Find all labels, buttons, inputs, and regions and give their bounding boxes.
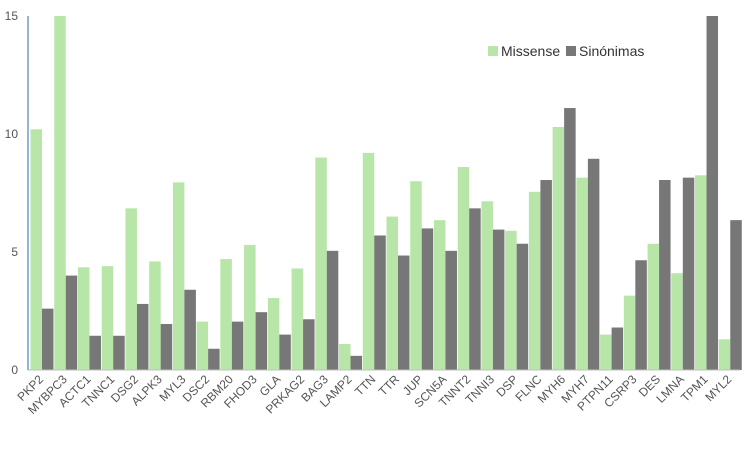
bar-sinonimas-lmna	[682, 177, 695, 370]
bar-missense-alpk3	[149, 261, 161, 370]
bar-missense-lmna	[671, 273, 683, 370]
x-tick-label-tpm1: TPM1	[678, 372, 711, 405]
bar-sinonimas-ptpn11	[611, 327, 624, 370]
bar-sinonimas-csrp3	[635, 260, 647, 370]
bar-missense-fhod3	[244, 244, 256, 370]
y-tick-label: 15	[5, 9, 19, 23]
bar-sinonimas-alpk3	[160, 323, 173, 370]
bar-missense-ptpn11	[600, 334, 612, 370]
bar-sinonimas-tpm1	[706, 16, 719, 370]
legend-swatch-sinonimas	[566, 46, 576, 56]
bar-missense-actc1	[77, 267, 90, 370]
bar-sinonimas-fhod3	[255, 312, 268, 370]
bar-missense-myh6	[552, 126, 565, 370]
bar-missense-mybpc3	[54, 16, 66, 370]
bar-missense-gla	[267, 298, 280, 370]
y-tick-label: 5	[11, 245, 18, 259]
bar-sinonimas-dsg2	[136, 303, 149, 370]
bar-missense-tnni3	[481, 201, 493, 370]
legend-swatch-missense	[488, 46, 498, 56]
bar-sinonimas-pkp2	[42, 308, 54, 370]
x-axis-ticks: PKP2MYBPC3ACTC1TNNC1DSG2ALPK3MYL3DSC2RBM…	[15, 372, 735, 417]
bars	[30, 16, 742, 370]
bar-sinonimas-jup	[421, 228, 434, 370]
bar-missense-ttn	[362, 152, 375, 370]
bar-sinonimas-tnni3	[492, 229, 505, 370]
bar-sinonimas-gla	[279, 334, 291, 370]
y-tick-label: 10	[5, 127, 19, 141]
bar-sinonimas-myh7	[587, 158, 600, 370]
bar-sinonimas-bag3	[326, 250, 339, 370]
legend-label-sinonimas: Sinónimas	[579, 43, 644, 59]
bar-missense-prkag2	[291, 268, 304, 370]
x-tick-label-ttn: TTN	[352, 372, 378, 398]
bar-sinonimas-rbm20	[231, 321, 244, 370]
bar-missense-flnc	[528, 191, 541, 370]
bar-missense-dsc2	[196, 321, 209, 370]
bar-missense-dsg2	[125, 208, 137, 370]
bar-sinonimas-tnnc1	[113, 335, 125, 370]
bar-sinonimas-flnc	[540, 180, 552, 370]
bar-sinonimas-des	[659, 180, 671, 370]
legend-label-missense: Missense	[501, 43, 560, 59]
bar-sinonimas-scn5a	[445, 250, 457, 370]
bar-missense-dsp	[505, 230, 517, 370]
bar-missense-myl2	[718, 339, 731, 370]
bar-missense-pkp2	[30, 129, 42, 370]
x-tick-label-ttr: TTR	[376, 372, 403, 399]
bar-sinonimas-dsp	[516, 243, 529, 370]
y-tick-label: 0	[11, 363, 18, 377]
bar-sinonimas-myh6	[564, 108, 576, 370]
bar-missense-myh7	[576, 177, 588, 370]
bar-sinonimas-prkag2	[303, 319, 315, 370]
bar-sinonimas-lamp2	[350, 355, 363, 370]
bar-sinonimas-tnnt2	[469, 208, 481, 370]
bar-missense-jup	[410, 181, 422, 370]
bar-sinonimas-myl2	[730, 220, 742, 370]
bar-missense-tpm1	[695, 175, 707, 370]
bar-missense-lamp2	[339, 344, 351, 370]
x-tick-label-myl2: MYL2	[702, 372, 734, 404]
bar-sinonimas-myl3	[184, 289, 196, 370]
bar-missense-bag3	[315, 157, 327, 370]
bar-missense-csrp3	[623, 295, 636, 370]
bar-sinonimas-ttn	[374, 235, 386, 370]
y-axis-ticks: 0 5 10 15	[5, 9, 19, 377]
bar-missense-des	[647, 243, 660, 370]
bar-missense-scn5a	[433, 220, 446, 370]
bar-missense-tnnc1	[101, 266, 114, 370]
bar-sinonimas-dsc2	[208, 348, 220, 370]
bar-sinonimas-mybpc3	[65, 275, 78, 370]
bar-sinonimas-ttr	[398, 255, 410, 370]
bar-missense-rbm20	[220, 259, 232, 370]
legend: Missense Sinónimas	[488, 43, 644, 59]
bar-sinonimas-actc1	[89, 335, 101, 370]
bar-missense-myl3	[172, 182, 185, 370]
x-tick-label-lmna: LMNA	[653, 372, 686, 405]
bar-missense-tnnt2	[457, 167, 470, 370]
bar-missense-ttr	[386, 216, 398, 370]
